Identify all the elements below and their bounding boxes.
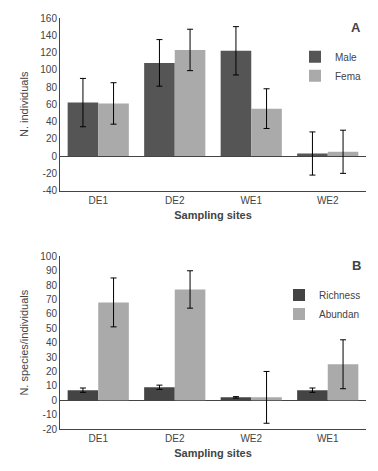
svg-text:140: 140 [40,30,57,41]
svg-text:30: 30 [46,352,58,363]
svg-text:A: A [351,20,361,35]
svg-text:0: 0 [51,151,57,162]
svg-text:Fema: Fema [335,71,361,82]
svg-text:Abundan: Abundan [319,309,359,320]
svg-text:10: 10 [46,380,58,391]
svg-text:100: 100 [40,251,57,262]
svg-text:-40: -40 [43,185,58,196]
svg-text:Male: Male [335,52,357,63]
svg-text:-10: -10 [43,409,58,420]
svg-text:DE1: DE1 [89,195,109,206]
svg-text:100: 100 [40,64,57,75]
svg-text:50: 50 [46,323,58,334]
svg-text:60: 60 [46,308,58,319]
svg-text:-20: -20 [43,168,58,179]
svg-text:WE1: WE1 [317,433,339,444]
svg-text:80: 80 [46,280,58,291]
svg-text:WE1: WE1 [240,195,262,206]
svg-text:40: 40 [46,116,58,127]
svg-text:40: 40 [46,337,58,348]
svg-text:WE2: WE2 [240,433,262,444]
svg-text:B: B [352,258,361,273]
svg-text:N. individuals: N. individuals [18,71,30,137]
svg-text:DE2: DE2 [165,433,185,444]
svg-text:70: 70 [46,294,58,305]
svg-text:80: 80 [46,82,58,93]
svg-text:20: 20 [46,366,58,377]
svg-text:DE1: DE1 [89,433,109,444]
svg-text:Sampling sites: Sampling sites [174,447,252,459]
svg-text:160: 160 [40,13,57,24]
svg-text:120: 120 [40,47,57,58]
svg-text:N. species/individuals: N. species/individuals [18,289,30,395]
svg-text:20: 20 [46,133,58,144]
svg-text:60: 60 [46,99,58,110]
svg-text:WE2: WE2 [317,195,339,206]
svg-text:Richness: Richness [319,290,360,301]
svg-text:0: 0 [51,395,57,406]
svg-text:-20: -20 [43,424,58,435]
svg-text:90: 90 [46,265,58,276]
svg-text:DE2: DE2 [165,195,185,206]
svg-text:Sampling sites: Sampling sites [174,209,252,221]
